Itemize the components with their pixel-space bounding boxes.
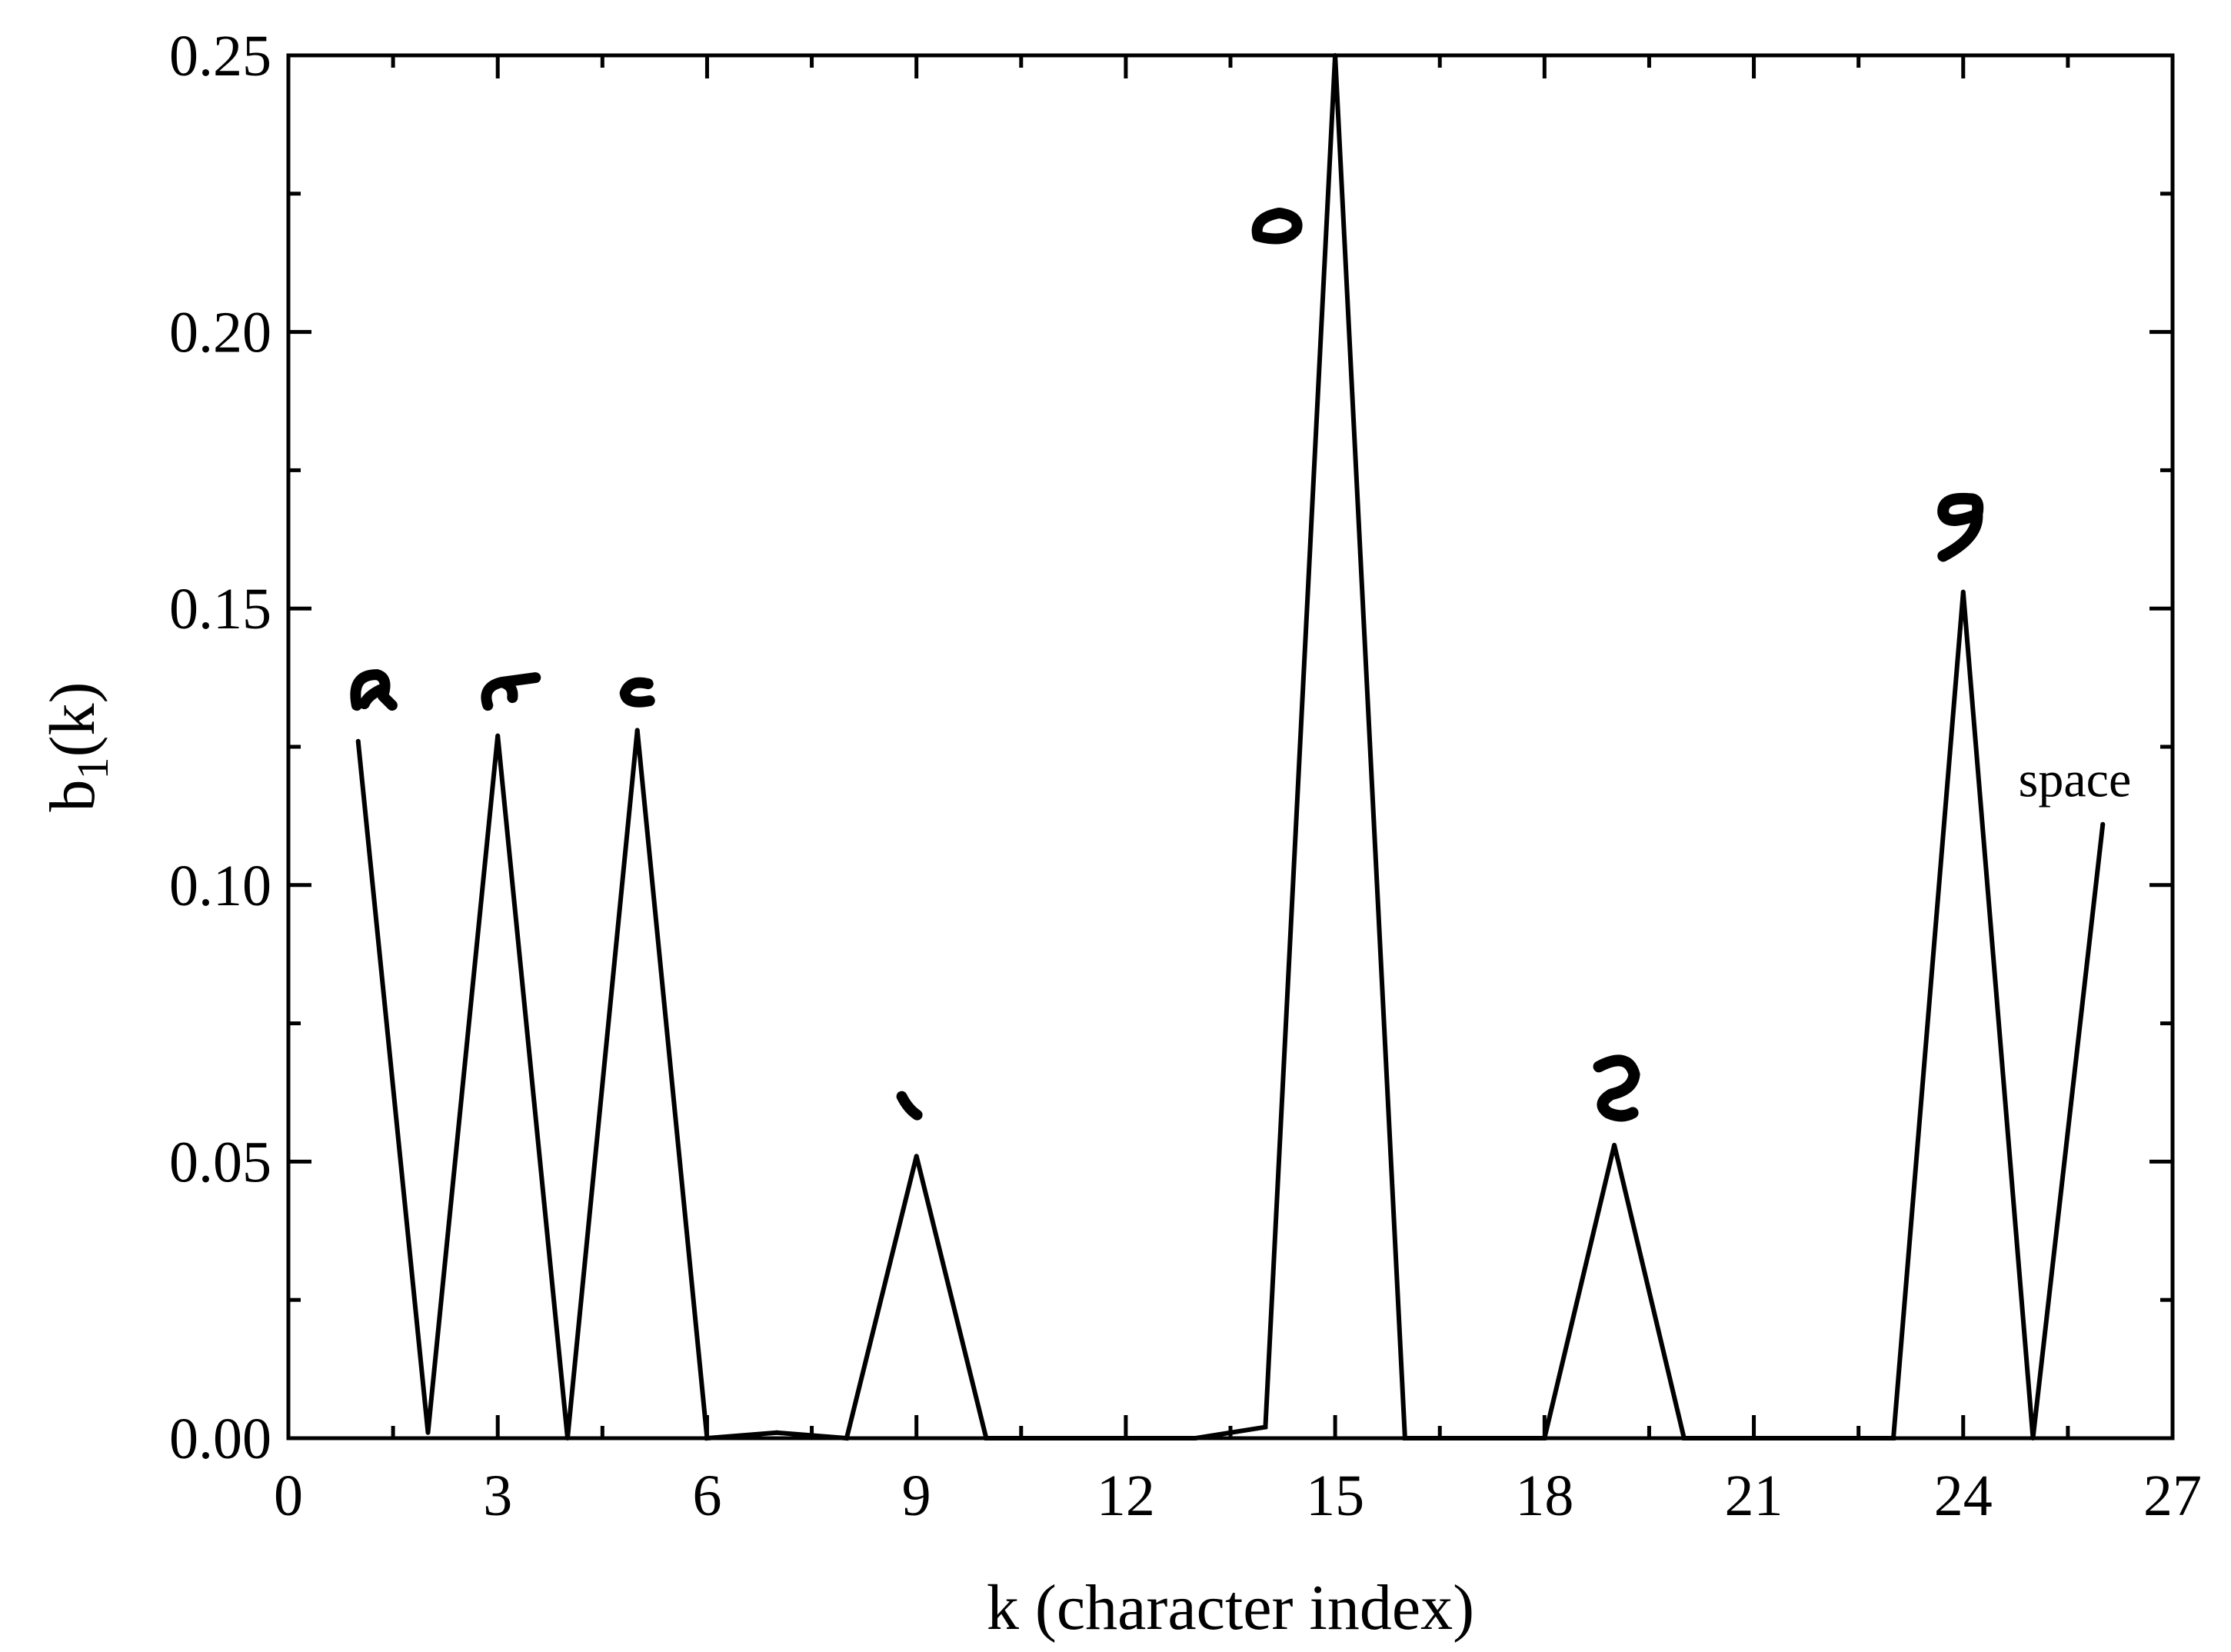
data-point [1263,1424,1268,1430]
data-point [914,1154,919,1159]
x-tick-label: 6 [692,1464,721,1528]
data-point [425,1430,431,1435]
x-tick-label: 24 [1934,1464,1993,1528]
tick-labels: 0 3 6 9 12 15 18 21 24 27 0.00 0.05 0.10 0.15 0.20 0.25 [169,24,2202,1528]
data-point [984,1436,989,1441]
x-axis-title: k (character index) [987,1572,1474,1644]
data-point [355,738,361,744]
x-tick-label: 15 [1306,1464,1364,1528]
y-tick-label: 0.25 [169,24,271,88]
data-point [1891,1436,1896,1441]
data-point [1193,1436,1198,1441]
x-tick-label: 0 [274,1464,303,1528]
glyph-tick-mark [896,1091,923,1121]
data-points [355,53,2106,1441]
glyph-hook [481,672,541,711]
x-tick-label: 27 [2143,1464,2202,1528]
data-point [844,1436,849,1441]
data-point [704,1436,710,1441]
y-axis-title-tail: (k) [37,682,108,758]
glyph-c-like [619,677,655,708]
annotation-space: space [2019,752,2132,808]
data-point [1681,1436,1687,1441]
x-tick-label: 3 [483,1464,512,1528]
glyph-a-like [350,669,398,711]
y-tick-label: 0.00 [169,1407,271,1471]
data-point [1612,1142,1617,1147]
y-tick-label: 0.10 [169,854,271,918]
data-point [1054,1436,1059,1441]
data-point [774,1430,780,1435]
data-point [1960,589,1966,595]
x-tick-label: 21 [1725,1464,1783,1528]
data-point [1542,1436,1547,1441]
data-point [1472,1436,1477,1441]
y-axis-title-main: b [37,779,108,811]
glyph-9-like [1937,492,1984,562]
data-point [634,728,640,733]
axis-ticks [286,53,2175,1441]
x-tick-label: 18 [1515,1464,1573,1528]
data-point [2100,821,2106,827]
glyph-s-like [1593,1054,1640,1122]
y-axis-title: b1(k) [37,682,118,812]
data-point [1333,53,1338,58]
plot-frame [286,53,2175,1441]
x-tick-label: 12 [1097,1464,1155,1528]
data-point [1123,1436,1128,1441]
x-tick-label: 9 [902,1464,931,1528]
data-point [495,733,501,738]
data-point [1821,1436,1826,1441]
data-point [564,1436,570,1441]
data-point [1402,1436,1407,1441]
y-tick-label: 0.05 [169,1130,271,1194]
series-line [355,55,2106,1441]
y-axis-title-subscript: 1 [68,757,118,779]
character-glyphs [350,207,1984,1122]
y-tick-label: 0.15 [169,577,271,641]
y-tick-label: 0.20 [169,301,271,365]
glyph-o-like [1251,207,1303,245]
data-point [2030,1436,2036,1441]
data-point [1751,1436,1756,1441]
